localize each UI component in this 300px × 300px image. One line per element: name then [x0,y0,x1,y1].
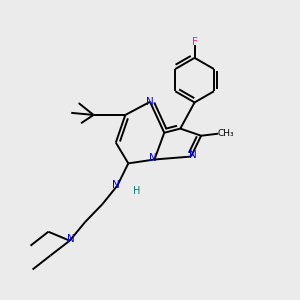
Text: CH₃: CH₃ [218,129,234,138]
Text: N: N [146,97,154,107]
Text: N: N [68,234,75,244]
Text: N: N [189,150,196,160]
Text: F: F [192,37,197,47]
Text: H: H [133,186,140,196]
Text: N: N [112,180,120,190]
Text: N: N [149,153,157,163]
